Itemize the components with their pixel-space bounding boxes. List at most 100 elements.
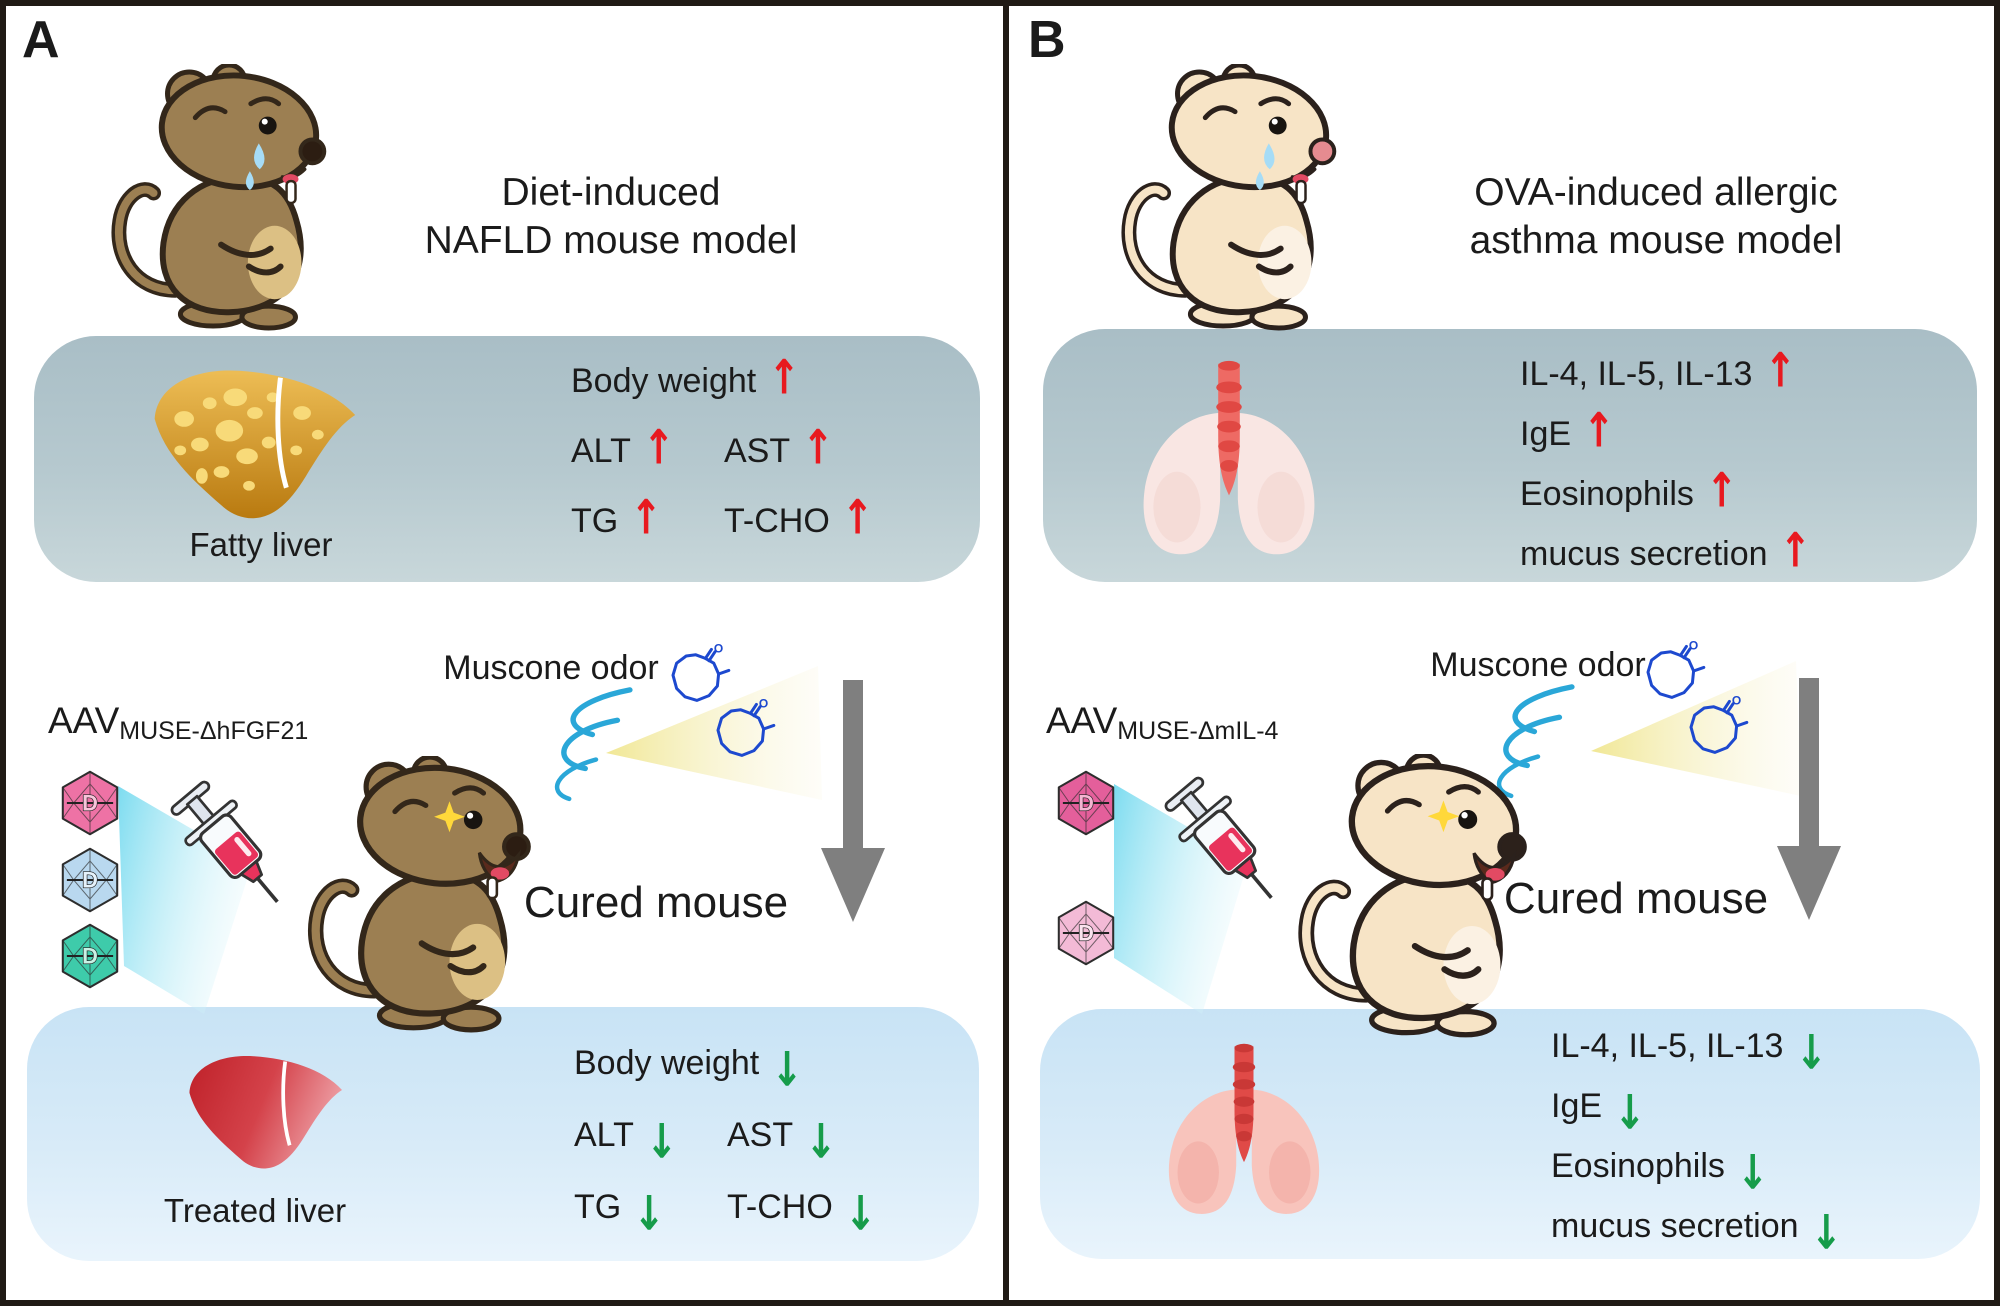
marker-row: TG ↓ T-CHO ↓ bbox=[574, 1184, 877, 1237]
marker-row: IgE ↓ bbox=[1551, 1083, 1842, 1136]
inflamed-lungs-icon bbox=[1121, 352, 1337, 568]
marker-label: Body weight bbox=[571, 361, 757, 400]
marker-label: IgE bbox=[1520, 414, 1572, 453]
marker-label: Eosinophils bbox=[1520, 474, 1694, 513]
up-arrow-icon: ↑ bbox=[1705, 462, 1738, 518]
panel-a-letter: A bbox=[22, 11, 60, 69]
cured-mouse-label-b: Cured mouse bbox=[1503, 874, 1769, 923]
marker-label: AST bbox=[727, 1115, 794, 1154]
marker-row: IL-4, IL-5, IL-13 ↑ bbox=[1520, 346, 1811, 397]
marker: mucus secretion ↓ bbox=[1551, 1206, 1842, 1256]
aav-subscript: MUSE-ΔmIL-4 bbox=[1117, 717, 1279, 745]
aav-name: AAV bbox=[48, 700, 120, 741]
marker: TG ↓ bbox=[574, 1187, 727, 1237]
down-arrow-icon: ↓ bbox=[805, 1113, 837, 1169]
marker: IL-4, IL-5, IL-13 ↓ bbox=[1551, 1026, 1827, 1076]
marker-row: Eosinophils ↑ bbox=[1520, 466, 1811, 517]
muscone-molecule-icon bbox=[706, 699, 778, 771]
marker-row: mucus secretion ↑ bbox=[1520, 526, 1811, 577]
marker: T-CHO ↓ bbox=[727, 1187, 877, 1237]
marker-label: IL-4, IL-5, IL-13 bbox=[1551, 1026, 1784, 1065]
up-arrow-icon: ↑ bbox=[642, 419, 675, 475]
marker-row: Body weight ↓ bbox=[574, 1040, 877, 1093]
treated-liver-label: Treated liver bbox=[163, 1192, 347, 1229]
marker-label: Eosinophils bbox=[1551, 1146, 1725, 1185]
aav-virus-icon bbox=[1052, 769, 1120, 837]
marker-label: T-CHO bbox=[724, 501, 830, 540]
panel-a-title: Diet-induced NAFLD mouse model bbox=[411, 169, 811, 264]
marker-label: AST bbox=[724, 431, 791, 470]
fatty-liver-icon bbox=[136, 358, 364, 530]
injection-beam bbox=[118, 786, 252, 1014]
aav-virus-icon bbox=[56, 769, 124, 837]
down-arrow-icon: ↓ bbox=[844, 1185, 877, 1241]
panel-b-title: OVA-induced allergic asthma mouse model bbox=[1446, 169, 1866, 264]
treated-liver-icon bbox=[176, 1046, 348, 1178]
disease-markers-a: Body weight ↑ ALT ↑ AST ↑ TG ↑ T-CHO ↑ bbox=[571, 353, 874, 544]
panel-a-title-line2: NAFLD mouse model bbox=[424, 218, 798, 262]
sick-mouse-icon-a bbox=[102, 62, 360, 334]
marker: Eosinophils ↓ bbox=[1551, 1146, 1769, 1196]
panel-b-letter: B bbox=[1028, 11, 1066, 69]
marker-label: IgE bbox=[1551, 1086, 1603, 1125]
up-arrow-icon: ↑ bbox=[802, 419, 834, 475]
treated-lungs-icon bbox=[1144, 1036, 1344, 1226]
panel-divider bbox=[1003, 6, 1009, 1300]
disease-markers-b: IL-4, IL-5, IL-13 ↑ IgE ↑ Eosinophils ↑ muc… bbox=[1520, 346, 1811, 577]
marker: T-CHO ↑ bbox=[724, 493, 874, 541]
marker-label: T-CHO bbox=[727, 1187, 833, 1226]
down-arrow-icon: ↓ bbox=[645, 1113, 678, 1169]
aav-virus-icon bbox=[56, 922, 124, 990]
odor-cone bbox=[1591, 661, 1801, 796]
treated-markers-b: IL-4, IL-5, IL-13 ↓ IgE ↓ Eosinophils ↓ muc… bbox=[1551, 1023, 1842, 1256]
marker: Eosinophils ↑ bbox=[1520, 466, 1738, 514]
marker-row: Body weight ↑ bbox=[571, 353, 874, 404]
marker: Body weight ↑ bbox=[571, 353, 800, 401]
marker: TG ↑ bbox=[571, 493, 724, 541]
muscone-molecule-icon bbox=[1679, 696, 1751, 768]
marker: AST ↓ bbox=[727, 1115, 837, 1165]
treatment-arrow-icon bbox=[1777, 678, 1841, 920]
marker-label: TG bbox=[571, 501, 619, 540]
aav-virus-icon bbox=[1052, 899, 1120, 967]
panel-a-title-line1: Diet-induced bbox=[501, 171, 721, 214]
down-arrow-icon: ↓ bbox=[633, 1185, 666, 1241]
sick-mouse-icon-b bbox=[1112, 62, 1370, 334]
aav-label-a: AAVMUSE-ΔhFGF21 bbox=[48, 700, 308, 746]
up-arrow-icon: ↑ bbox=[768, 349, 801, 405]
treatment-arrow-icon bbox=[821, 680, 885, 922]
aav-virus-icon bbox=[56, 846, 124, 914]
marker: IgE ↑ bbox=[1520, 406, 1615, 454]
down-arrow-icon: ↓ bbox=[1810, 1204, 1843, 1260]
up-arrow-icon: ↑ bbox=[1764, 342, 1797, 398]
aav-subscript: MUSE-ΔhFGF21 bbox=[119, 717, 309, 745]
marker-row: IgE ↑ bbox=[1520, 406, 1811, 457]
marker-row: mucus secretion ↓ bbox=[1551, 1203, 1842, 1256]
marker-row: IL-4, IL-5, IL-13 ↓ bbox=[1551, 1023, 1842, 1076]
marker: mucus secretion ↑ bbox=[1520, 526, 1811, 574]
marker-row: Eosinophils ↓ bbox=[1551, 1143, 1842, 1196]
marker-label: mucus secretion bbox=[1551, 1206, 1799, 1245]
marker-label: ALT bbox=[571, 431, 631, 470]
up-arrow-icon: ↑ bbox=[1583, 402, 1615, 458]
down-arrow-icon: ↓ bbox=[1736, 1144, 1769, 1200]
marker: Body weight ↓ bbox=[574, 1043, 803, 1093]
marker-label: TG bbox=[574, 1187, 622, 1226]
down-arrow-icon: ↓ bbox=[771, 1041, 804, 1097]
down-arrow-icon: ↓ bbox=[1795, 1024, 1828, 1080]
marker: ALT ↑ bbox=[571, 423, 724, 471]
muscone-odor-label-b: Muscone odor bbox=[1430, 646, 1646, 684]
marker: IL-4, IL-5, IL-13 ↑ bbox=[1520, 346, 1796, 394]
marker-row: TG ↑ T-CHO ↑ bbox=[571, 493, 874, 544]
cured-mouse-label-a: Cured mouse bbox=[523, 878, 789, 927]
panel-b-title-line2: asthma mouse model bbox=[1469, 218, 1843, 262]
marker: AST ↑ bbox=[724, 423, 834, 471]
down-arrow-icon: ↓ bbox=[1614, 1084, 1646, 1140]
marker-label: mucus secretion bbox=[1520, 534, 1768, 573]
aav-label-b: AAVMUSE-ΔmIL-4 bbox=[1046, 700, 1278, 746]
marker: ALT ↓ bbox=[574, 1116, 727, 1165]
marker: IgE ↓ bbox=[1551, 1086, 1646, 1136]
marker-label: IL-4, IL-5, IL-13 bbox=[1520, 354, 1753, 393]
marker-label: Body weight bbox=[574, 1043, 760, 1082]
